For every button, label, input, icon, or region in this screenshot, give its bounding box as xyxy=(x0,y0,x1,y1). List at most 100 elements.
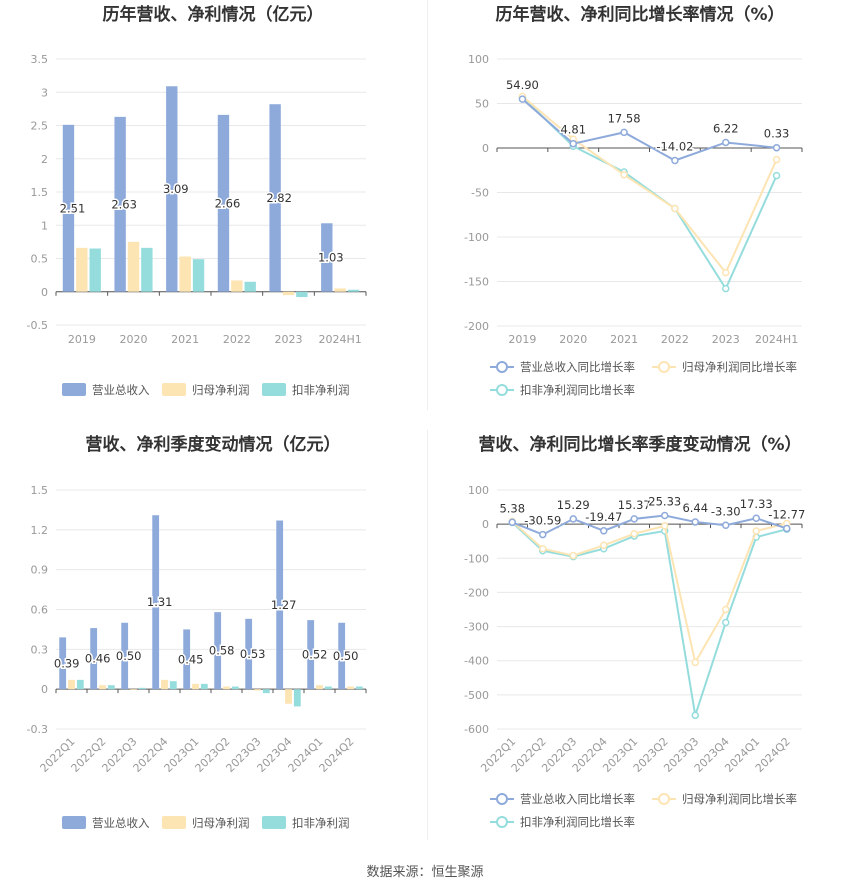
bar-revenue xyxy=(269,104,281,292)
legend-swatch xyxy=(262,383,286,396)
bar-net-profit xyxy=(161,679,168,690)
bar-nonrecurring-profit xyxy=(200,683,208,690)
x-tick-label: 2021 xyxy=(610,333,638,346)
bar-net-profit xyxy=(76,247,88,292)
legend-swatch xyxy=(162,816,186,829)
bar-nonrecurring-profit xyxy=(107,685,115,690)
bar-revenue xyxy=(121,622,129,690)
x-tick-label: 2022 xyxy=(661,333,689,346)
data-point xyxy=(620,128,628,137)
y-tick-label: -100 xyxy=(464,552,489,565)
bar-revenue xyxy=(183,629,191,690)
bar-revenue xyxy=(90,628,98,690)
legend-swatch xyxy=(496,384,508,396)
data-point xyxy=(620,170,628,179)
data-label: 0.46 xyxy=(85,652,111,666)
data-point xyxy=(752,514,760,522)
y-tick-label: 1.5 xyxy=(31,186,49,199)
bar-net-profit xyxy=(127,241,140,292)
series-line xyxy=(521,96,778,291)
bar-net-profit xyxy=(334,288,346,292)
data-point xyxy=(671,204,679,213)
bar-revenue xyxy=(166,86,178,292)
legend-label: 扣非净利润 xyxy=(292,383,350,397)
bar-revenue xyxy=(59,637,67,690)
y-tick-label: -0.5 xyxy=(27,319,48,332)
bar-revenue xyxy=(152,515,160,690)
data-label: 15.37 xyxy=(618,498,651,512)
data-label: 2.51 xyxy=(60,201,86,215)
legend-label: 扣非净利润同比增长率 xyxy=(520,815,635,829)
y-tick-label: 0 xyxy=(482,142,489,155)
bar-nonrecurring-profit xyxy=(76,679,84,690)
bar-net-profit xyxy=(68,679,75,690)
y-tick-label: 1.2 xyxy=(31,524,49,537)
bar-net-profit xyxy=(179,256,191,292)
legend-swatch xyxy=(658,361,670,373)
bar-net-profit xyxy=(223,686,230,690)
y-tick-label: 3.5 xyxy=(31,53,49,66)
bar-nonrecurring-profit xyxy=(293,689,301,707)
data-label: 4.81 xyxy=(560,123,586,137)
legend-label: 营业总收入 xyxy=(92,816,150,830)
data-label: 0.58 xyxy=(209,644,235,658)
bar-revenue xyxy=(276,520,284,690)
chart-title: 营收、净利同比增长率季度变动情况（%） xyxy=(478,434,801,455)
panel-divider xyxy=(427,0,428,410)
data-point xyxy=(518,95,527,103)
bar-revenue xyxy=(62,124,75,292)
data-label: 2.82 xyxy=(266,191,292,205)
bar-net-profit xyxy=(231,280,243,292)
data-label: 0.39 xyxy=(54,656,80,670)
bar-revenue xyxy=(321,223,333,292)
data-label: 2.66 xyxy=(215,196,241,210)
y-tick-label: 0.6 xyxy=(31,604,49,617)
data-point xyxy=(569,551,577,560)
data-point xyxy=(539,530,547,539)
x-tick-label: 2020 xyxy=(120,333,148,346)
bar-net-profit xyxy=(99,685,106,690)
y-tick-label: -200 xyxy=(464,320,489,333)
y-tick-label: 0.5 xyxy=(31,253,49,266)
y-tick-label: 1 xyxy=(41,219,48,232)
x-tick-label: 2024H1 xyxy=(755,333,798,346)
x-tick-label: 2021 xyxy=(171,333,199,346)
data-label: 0.53 xyxy=(240,647,266,661)
bar-nonrecurring-profit xyxy=(244,281,256,292)
data-label: 1.27 xyxy=(271,598,297,612)
legend-swatch xyxy=(658,793,670,805)
data-label: -19.47 xyxy=(585,510,622,524)
data-point xyxy=(661,511,669,520)
bar-nonrecurring-profit xyxy=(141,247,153,292)
legend-label: 扣非净利润同比增长率 xyxy=(520,383,635,397)
y-tick-label: 2.5 xyxy=(31,120,49,133)
data-point xyxy=(630,529,638,538)
bar-revenue xyxy=(307,620,315,690)
data-point xyxy=(569,139,577,148)
data-label: 2.63 xyxy=(111,197,137,211)
data-point xyxy=(722,618,730,627)
data-label: 0.33 xyxy=(764,127,790,141)
y-tick-label: -500 xyxy=(464,689,489,702)
y-tick-label: 0.3 xyxy=(31,643,49,656)
data-point xyxy=(722,268,730,277)
data-source-footer: 数据来源：恒生聚源 xyxy=(366,865,484,880)
legend-label: 归母净利润 xyxy=(192,383,250,397)
y-tick-label: -200 xyxy=(464,586,489,599)
series-line xyxy=(511,514,788,536)
y-tick-label: 3 xyxy=(41,86,48,99)
x-tick-label: 2024H1 xyxy=(319,333,362,346)
bar-nonrecurring-profit xyxy=(192,259,205,292)
y-tick-label: 0.9 xyxy=(31,564,49,577)
legend-swatch xyxy=(162,383,186,396)
bar-nonrecurring-profit xyxy=(138,687,146,690)
data-point xyxy=(691,711,699,720)
x-tick-label: 2022 xyxy=(223,333,251,346)
x-tick-label: 2019 xyxy=(508,333,536,346)
legend-swatch xyxy=(496,816,508,828)
data-label: 1.31 xyxy=(147,595,173,609)
series-line xyxy=(521,95,778,275)
series-line xyxy=(511,520,787,666)
